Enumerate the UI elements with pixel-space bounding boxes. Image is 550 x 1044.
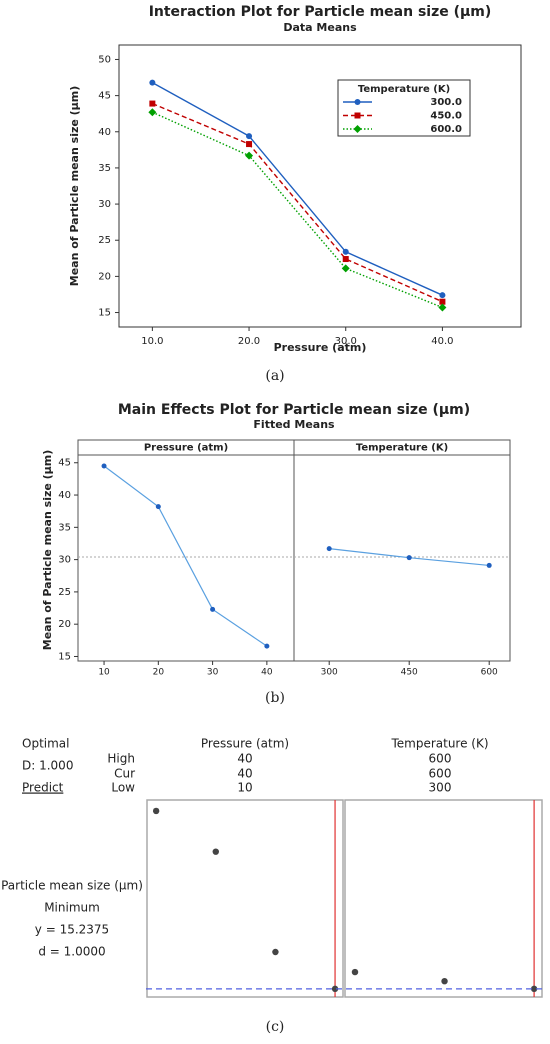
y-tick-label: 15 xyxy=(58,651,71,662)
marker xyxy=(149,100,156,107)
factor-setting: 40 xyxy=(237,752,252,766)
response-name: Particle mean size (µm) xyxy=(1,879,143,893)
caption: (c) xyxy=(266,1019,285,1035)
chart-title: Main Effects Plot for Particle mean size… xyxy=(118,402,470,418)
y-tick-label: 20 xyxy=(98,271,111,282)
factor-setting: 600 xyxy=(429,767,452,781)
row-label: Low xyxy=(111,781,135,795)
effect-point xyxy=(210,606,216,612)
x-tick-label: 30.0 xyxy=(335,336,357,347)
x-tick-label: 600 xyxy=(481,668,498,678)
marker xyxy=(354,112,361,119)
marker xyxy=(148,108,157,117)
predict-link[interactable]: Predict xyxy=(22,781,64,795)
chart-subtitle: Data Means xyxy=(283,21,357,34)
effect-point xyxy=(101,463,107,469)
y-tick-label: 45 xyxy=(58,458,71,469)
response-point xyxy=(351,968,359,976)
x-axis-label: Pressure (atm) xyxy=(274,341,367,354)
factor-name: Temperature (K) xyxy=(390,737,488,751)
x-tick-label: 40.0 xyxy=(431,336,453,347)
effect-point xyxy=(486,562,492,568)
plot-frame xyxy=(118,44,522,328)
series-line xyxy=(152,111,443,309)
marker xyxy=(342,248,349,255)
series-line xyxy=(152,102,443,303)
effect-point xyxy=(326,546,332,552)
response-point xyxy=(272,948,279,956)
factor-setting: 40 xyxy=(237,767,252,781)
response-point xyxy=(331,985,339,993)
factor-setting: 600 xyxy=(429,752,452,766)
optimal-label: Optimal xyxy=(22,737,69,751)
y-tick-label: 15 xyxy=(98,308,111,319)
panel-frame xyxy=(344,799,543,998)
y-axis-label: Mean of Particle mean size (µm) xyxy=(41,450,54,651)
marker xyxy=(245,151,254,160)
y-tick-label: 35 xyxy=(98,163,111,174)
response-point xyxy=(152,807,160,815)
chart-title: Interaction Plot for Particle mean size … xyxy=(149,4,492,20)
panel-header: Pressure (atm) xyxy=(144,443,228,454)
response-point xyxy=(441,977,448,985)
marker xyxy=(353,125,362,133)
legend-title: Temperature (K) xyxy=(358,84,450,95)
x-tick-label: 10.0 xyxy=(141,336,163,347)
response-d: d = 1.0000 xyxy=(38,945,105,959)
y-tick-label: 50 xyxy=(98,54,111,65)
series-line xyxy=(152,81,443,296)
marker xyxy=(354,99,361,105)
legend-box xyxy=(337,79,471,137)
y-tick-label: 40 xyxy=(58,490,71,501)
row-label: Cur xyxy=(114,767,135,781)
marker xyxy=(149,79,156,86)
y-tick-label: 25 xyxy=(58,587,71,598)
factor-setting: 10 xyxy=(237,781,252,795)
effect-line xyxy=(103,465,268,647)
y-tick-label: 20 xyxy=(58,619,71,630)
legend-label: 600.0 xyxy=(430,124,462,135)
caption: (b) xyxy=(265,690,285,706)
chart-subtitle: Fitted Means xyxy=(253,418,335,431)
marker xyxy=(342,256,349,263)
effect-point xyxy=(264,643,270,649)
marker xyxy=(341,264,350,273)
marker xyxy=(246,141,253,148)
y-tick-label: 40 xyxy=(98,127,111,138)
effect-point xyxy=(406,555,412,561)
y-tick-label: 25 xyxy=(98,235,111,246)
composite-d: D: 1.000 xyxy=(22,759,73,773)
x-tick-label: 300 xyxy=(321,668,338,678)
response-point xyxy=(212,848,219,855)
x-tick-label: 450 xyxy=(401,668,418,678)
factor-name: Pressure (atm) xyxy=(201,737,289,751)
response-y: y = 15.2375 xyxy=(35,923,109,937)
marker xyxy=(439,298,446,305)
x-tick-label: 30 xyxy=(207,668,219,678)
legend-label: 300.0 xyxy=(430,97,462,108)
factor-setting: 300 xyxy=(429,781,452,795)
panel-frame xyxy=(146,799,344,998)
marker xyxy=(246,133,253,140)
caption: (a) xyxy=(265,368,284,384)
effect-point xyxy=(155,504,161,510)
response-point xyxy=(530,985,538,993)
y-tick-label: 30 xyxy=(58,555,71,566)
y-tick-label: 35 xyxy=(58,522,71,533)
response-goal: Minimum xyxy=(44,901,100,915)
x-tick-label: 20 xyxy=(153,668,165,678)
panel-header: Temperature (K) xyxy=(356,443,448,454)
x-tick-label: 10 xyxy=(98,668,110,678)
y-tick-label: 30 xyxy=(98,199,111,210)
y-tick-label: 45 xyxy=(98,91,111,102)
y-axis-label: Mean of Particle mean size (µm) xyxy=(68,86,81,287)
legend-label: 450.0 xyxy=(430,111,462,122)
marker xyxy=(439,292,446,299)
x-tick-label: 40 xyxy=(261,668,273,678)
marker xyxy=(438,303,447,312)
row-label: High xyxy=(107,752,135,766)
x-tick-label: 20.0 xyxy=(238,336,260,347)
